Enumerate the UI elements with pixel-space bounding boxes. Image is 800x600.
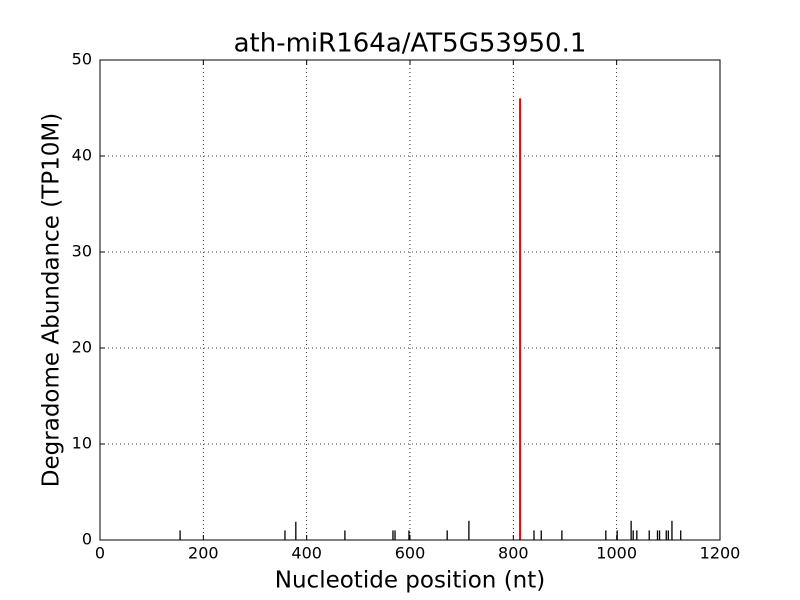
x-tick-label: 200: [188, 544, 219, 563]
plot-frame: [99, 59, 721, 541]
y-tick-label: 50: [72, 50, 92, 69]
x-tick-label: 800: [498, 544, 529, 563]
x-tick-label: 1000: [596, 544, 637, 563]
y-tick-label: 20: [72, 338, 92, 357]
chart-title: ath-miR164a/AT5G53950.1: [234, 29, 587, 59]
x-tick-label: 400: [291, 544, 322, 563]
x-axis-label: Nucleotide position (nt): [275, 568, 545, 594]
x-tick-label: 0: [95, 544, 105, 563]
y-tick-label: 40: [72, 146, 92, 165]
y-tick-label: 0: [82, 530, 92, 549]
x-tick-label: 1200: [700, 544, 741, 563]
y-tick-label: 10: [72, 434, 92, 453]
y-axis-label: Degradome Abundance (TP10M): [39, 113, 65, 487]
x-tick-label: 600: [395, 544, 426, 563]
y-tick-label: 30: [72, 242, 92, 261]
